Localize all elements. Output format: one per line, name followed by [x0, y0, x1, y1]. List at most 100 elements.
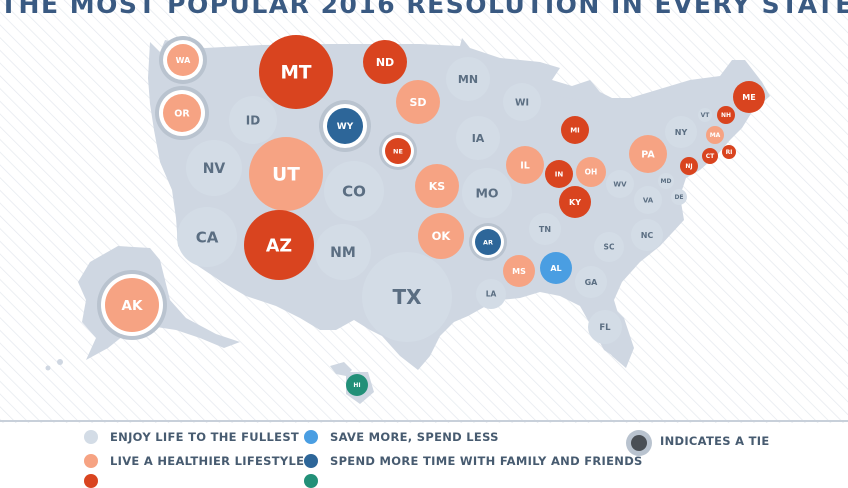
state-bubble-nv: NV — [186, 140, 242, 196]
us-map: WA OR CA NV ID MT WY UT AZ CO NM ND SD NE KS OK TX MN IA MO… — [0, 0, 848, 477]
state-label-ia: IA — [472, 132, 485, 145]
state-label-id: ID — [246, 113, 260, 127]
state-bubble-wi: WI — [503, 83, 541, 121]
legend-swatch-enjoy-life — [84, 430, 98, 444]
state-circle-ms — [503, 255, 535, 287]
state-circle-va — [634, 186, 662, 214]
state-label-me: ME — [742, 93, 755, 102]
state-circle-id — [229, 96, 277, 144]
state-circle-de — [671, 189, 687, 205]
aleutian-island-2 — [45, 365, 51, 371]
state-circle-tn — [529, 213, 561, 245]
legend-swatch-tie-inner — [631, 435, 647, 451]
state-label-la: LA — [486, 290, 497, 299]
state-bubble-wy: WY — [319, 100, 371, 152]
state-label-or: OR — [174, 108, 190, 119]
state-bubble-co: CO — [324, 161, 384, 221]
state-label-ne: NE — [393, 147, 403, 155]
state-bubble-me: ME — [733, 81, 765, 113]
state-circle-nd — [363, 40, 407, 84]
state-bubble-tn: TN — [529, 213, 561, 245]
state-circle-mo — [462, 168, 512, 218]
state-bubble-nj: NJ — [680, 157, 698, 175]
state-bubble-md: MD — [658, 173, 674, 189]
state-label-mo: MO — [475, 186, 498, 201]
state-circle-hi — [346, 374, 368, 396]
state-bubble-ri: RI — [722, 145, 736, 159]
state-label-ks: KS — [429, 180, 446, 193]
state-bubble-ma: MA — [706, 126, 724, 144]
state-label-wi: WI — [515, 97, 529, 108]
state-label-wy: WY — [337, 122, 354, 132]
legend-label-tie: INDICATES A TIE — [660, 434, 770, 448]
state-circle-ia — [456, 116, 500, 160]
state-bubble-mn: MN — [446, 57, 490, 101]
state-circle-ut — [249, 137, 323, 211]
state-bubble-al: AL — [540, 252, 572, 284]
state-label-ok: OK — [432, 229, 452, 243]
state-label-mn: MN — [458, 73, 478, 86]
legend-swatch-healthier — [84, 454, 98, 468]
state-label-wa: WA — [176, 56, 191, 65]
state-label-az: AZ — [266, 236, 292, 256]
state-circle-la — [476, 279, 506, 309]
state-bubble-nm: NM — [315, 224, 371, 280]
state-label-al: AL — [550, 264, 561, 273]
state-label-fl: FL — [599, 323, 611, 333]
state-label-nm: NM — [330, 245, 356, 261]
state-circle-sd — [396, 80, 440, 124]
state-bubble-ks: KS — [415, 164, 459, 208]
state-bubble-ar: AR — [469, 223, 507, 261]
state-circle-pa — [629, 135, 667, 173]
state-bubble-ky: KY — [559, 186, 591, 218]
state-bubbles: WA OR CA NV ID MT WY UT AZ CO NM ND SD NE KS OK TX MN IA MO… — [97, 35, 765, 396]
legend-swatch-partial-green — [304, 474, 318, 488]
state-label-sd: SD — [409, 96, 426, 109]
aleutian-island-1 — [57, 359, 63, 365]
state-bubble-ak: AK — [97, 270, 167, 340]
state-circle-in — [545, 160, 573, 188]
state-circle-wi — [503, 83, 541, 121]
state-label-va: VA — [643, 197, 654, 205]
state-label-ri: RI — [726, 149, 733, 156]
state-label-nd: ND — [376, 56, 394, 69]
state-circle-ga — [575, 266, 607, 298]
state-bubble-ca: CA — [177, 207, 237, 267]
legend-swatch-family — [304, 454, 318, 468]
state-label-co: CO — [342, 182, 366, 200]
state-circle-ne — [385, 138, 411, 164]
state-bubble-or: OR — [155, 86, 209, 140]
state-circle-ri — [722, 145, 736, 159]
state-label-ky: KY — [569, 198, 581, 207]
state-label-il: IL — [520, 160, 530, 171]
state-circle-mi — [561, 116, 589, 144]
state-label-nc: NC — [641, 231, 654, 240]
state-label-tn: TN — [539, 225, 551, 234]
state-bubble-in: IN — [545, 160, 573, 188]
state-bubble-wv: WV — [606, 170, 634, 198]
state-circle-wv — [606, 170, 634, 198]
state-bubble-fl: FL — [588, 310, 622, 344]
legend-panel — [0, 423, 848, 477]
state-bubble-ne: NE — [379, 132, 417, 170]
state-bubble-nd: ND — [363, 40, 407, 84]
state-bubble-il: IL — [506, 146, 544, 184]
state-label-oh: OH — [585, 168, 598, 177]
state-circle-nj — [680, 157, 698, 175]
state-circle-nv — [186, 140, 242, 196]
state-label-ma: MA — [710, 132, 721, 139]
state-label-pa: PA — [641, 149, 655, 160]
state-bubble-id: ID — [229, 96, 277, 144]
contiguous-us-shape — [148, 38, 770, 370]
state-bubble-ny: NY — [665, 116, 697, 148]
state-circle-il — [506, 146, 544, 184]
legend-label-healthier: LIVE A HEALTHIER LIFESTYLE — [110, 454, 305, 468]
state-circle-ky — [559, 186, 591, 218]
state-circle-az — [244, 210, 314, 280]
state-label-ar: AR — [483, 238, 493, 246]
state-circle-wa — [167, 44, 199, 76]
state-label-wv: WV — [613, 181, 627, 189]
state-bubble-sd: SD — [396, 80, 440, 124]
state-circle-al — [540, 252, 572, 284]
